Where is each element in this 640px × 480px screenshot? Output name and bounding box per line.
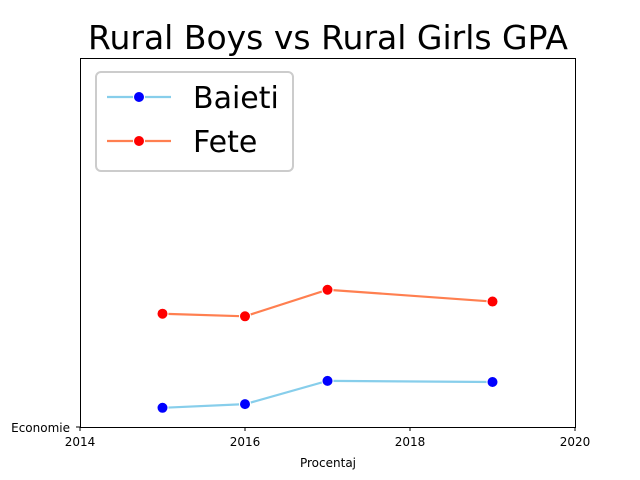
data-point (239, 398, 251, 411)
x-tick-label: 2016 (230, 435, 261, 449)
x-axis-title: Procentaj (300, 456, 356, 470)
data-point (486, 375, 499, 388)
legend-label: Fete (193, 125, 257, 160)
legend-item-fete: Fete (107, 125, 257, 160)
y-axis: Economie (11, 421, 80, 435)
series-baieti (156, 374, 499, 414)
legend-marker (133, 135, 145, 147)
data-point (321, 374, 334, 387)
data-point (156, 401, 169, 414)
x-tick-label: 2014 (65, 435, 96, 449)
series-line (162, 288, 493, 318)
x-tick-label: 2020 (560, 435, 591, 449)
x-axis: 2014 2016 2018 2020 (65, 427, 591, 449)
legend-items: Baieti Fete (107, 81, 279, 160)
plot-area (156, 283, 499, 414)
data-point (321, 283, 334, 296)
data-point (156, 307, 169, 320)
x-tick-label: 2018 (395, 435, 426, 449)
axes-frame (80, 58, 576, 428)
series-fete (156, 283, 499, 323)
series-line (162, 379, 493, 409)
legend-marker (133, 91, 145, 103)
legend-item-baieti: Baieti (107, 81, 279, 116)
legend: Baieti Fete (95, 71, 294, 172)
data-point (239, 310, 251, 323)
y-tick-label: Economie (11, 421, 70, 435)
data-point (486, 295, 499, 308)
chart-title: Rural Boys vs Rural Girls GPA (88, 18, 568, 57)
legend-label: Baieti (193, 81, 279, 116)
